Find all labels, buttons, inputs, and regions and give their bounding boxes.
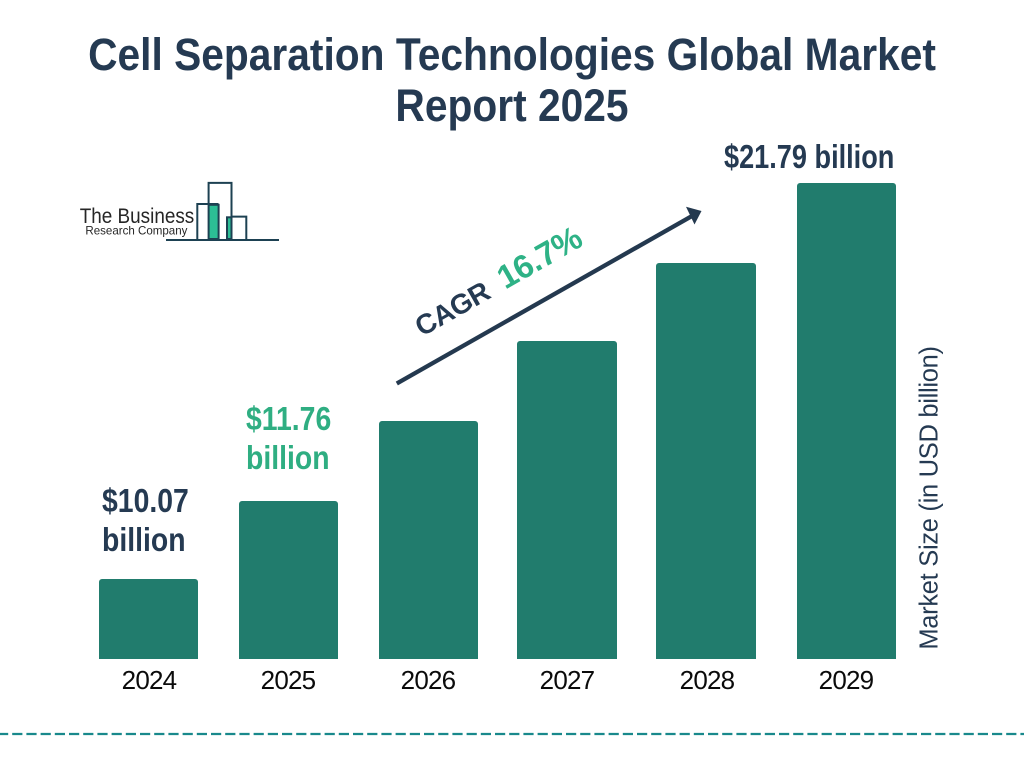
svg-text:Research Company: Research Company <box>85 224 187 238</box>
svg-text:The Business: The Business <box>80 204 195 228</box>
